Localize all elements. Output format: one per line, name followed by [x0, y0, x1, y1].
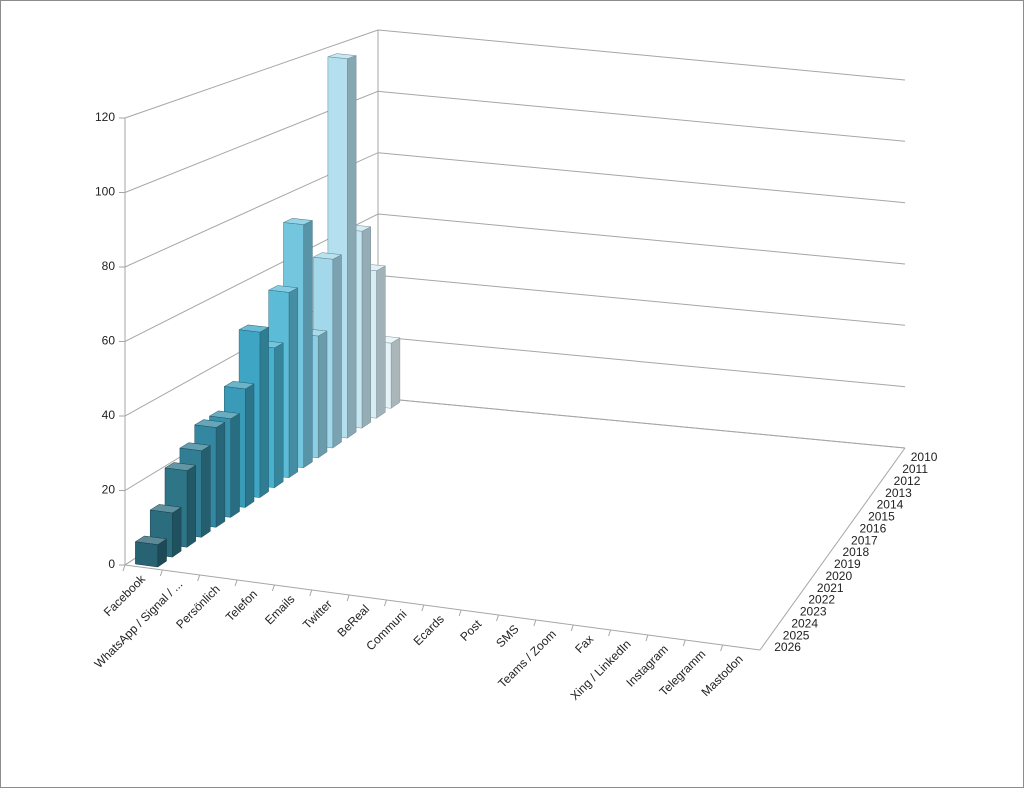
- depth-tick-label: 2014: [877, 498, 904, 512]
- y-tick-label: 100: [95, 185, 115, 199]
- x-tick: [570, 624, 574, 632]
- depth-tick-label: 2018: [843, 545, 870, 559]
- x-tick: [197, 574, 201, 582]
- depth-tick-label: 2010: [911, 450, 938, 464]
- depth-tick-label: 2015: [868, 510, 895, 524]
- depth-tick-label: 2013: [885, 486, 912, 500]
- y-tick-label: 20: [102, 483, 116, 497]
- bar-side: [332, 254, 342, 449]
- depth-axis: [759, 447, 906, 651]
- y-tick-label: 60: [102, 334, 116, 348]
- x-tick: [346, 594, 350, 602]
- depth-tick-label: 2022: [808, 593, 835, 607]
- bar-side: [215, 421, 226, 528]
- x-tick: [421, 604, 425, 612]
- bar-side: [201, 444, 211, 538]
- bar-side: [376, 265, 386, 419]
- bar: [134, 535, 168, 568]
- bar-side: [230, 413, 240, 518]
- bar-side: [347, 55, 357, 439]
- depth-tick-label: 2019: [834, 557, 861, 571]
- bar-side: [317, 330, 328, 459]
- bar-side: [259, 326, 269, 499]
- depth-tick-label: 2012: [894, 474, 921, 488]
- x-tick: [458, 609, 462, 617]
- x-tick: [682, 639, 686, 647]
- depth-tick-label: 2021: [817, 581, 844, 595]
- bar-side: [390, 337, 401, 409]
- bar-front: [135, 541, 159, 568]
- x-tick: [309, 589, 313, 597]
- x-tick: [159, 569, 163, 577]
- y-tick-label: 40: [102, 408, 116, 422]
- x-tick: [608, 629, 612, 637]
- depth-tick-label: 2025: [783, 628, 810, 642]
- x-tick: [234, 579, 238, 587]
- y-tick-label: 80: [102, 259, 116, 273]
- bar-side: [303, 220, 313, 469]
- x-tick: [496, 614, 500, 622]
- bar-side: [245, 383, 255, 508]
- grid-line: [124, 29, 906, 119]
- x-tick: [720, 644, 724, 652]
- depth-tick-label: 2020: [825, 569, 852, 583]
- grid-line: [124, 152, 906, 268]
- x-tick: [533, 619, 537, 627]
- y-tick-label: 0: [108, 557, 115, 571]
- x-tick: [645, 634, 649, 642]
- category-axis: [124, 564, 761, 651]
- bar-side: [186, 464, 196, 548]
- depth-tick-label: 2024: [791, 616, 818, 630]
- bar-side: [172, 506, 182, 558]
- depth-tick-label: 2026: [774, 640, 801, 654]
- x-tick: [122, 564, 126, 572]
- depth-tick-label: 2017: [851, 533, 878, 547]
- depth-tick-label: 2011: [902, 462, 928, 476]
- bar-side: [274, 342, 284, 489]
- grid-line: [124, 213, 906, 342]
- y-tick-label: 120: [95, 110, 115, 124]
- x-tick: [271, 584, 275, 592]
- grid-line: [124, 90, 906, 193]
- x-tick: [383, 599, 387, 607]
- bar-side: [288, 287, 299, 479]
- bar-side: [361, 226, 371, 429]
- depth-tick-label: 2016: [860, 521, 887, 535]
- depth-tick-label: 2023: [800, 605, 827, 619]
